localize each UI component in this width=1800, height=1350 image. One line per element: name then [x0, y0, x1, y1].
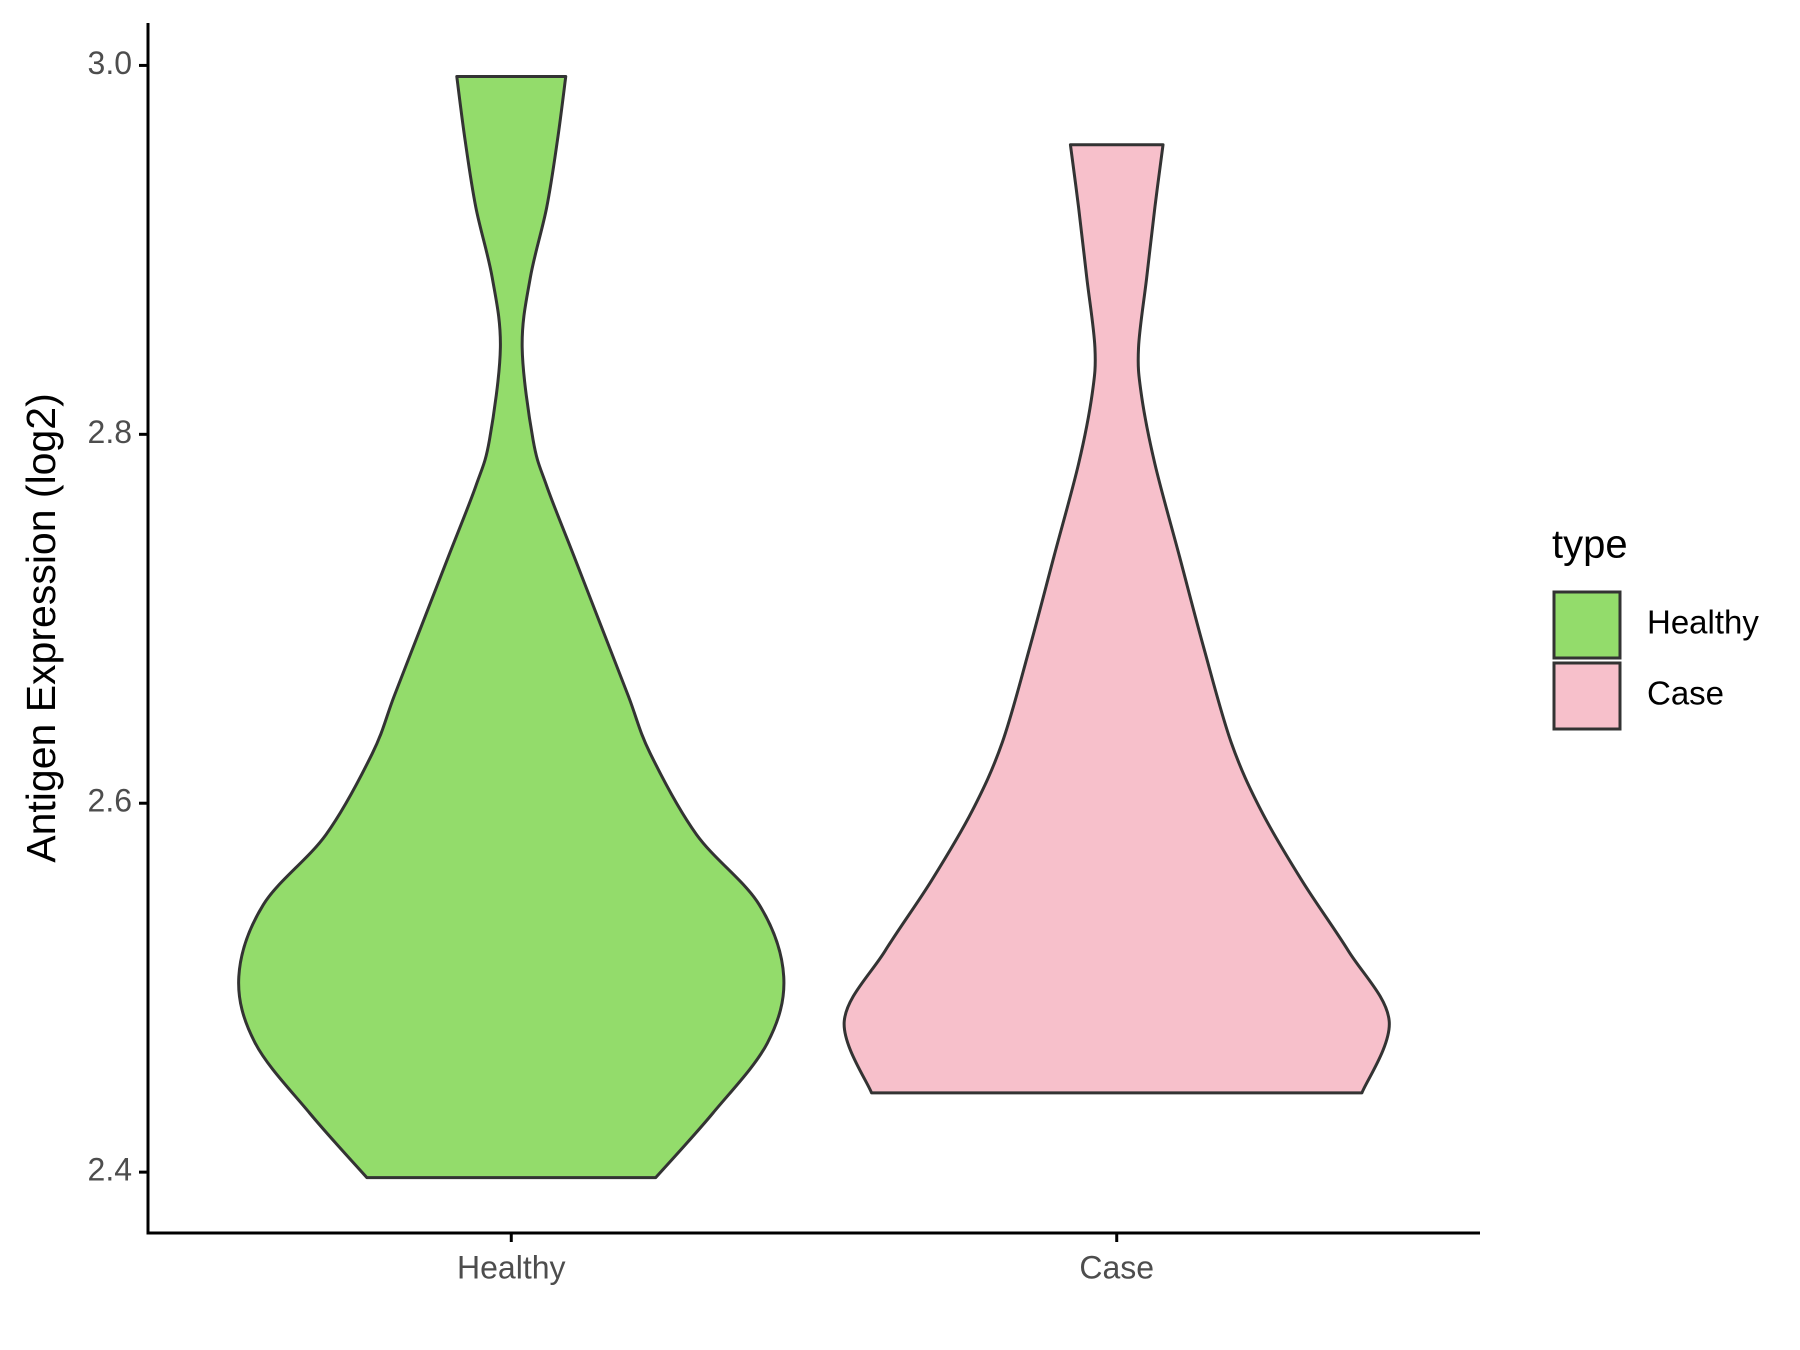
legend-title: type: [1552, 523, 1628, 567]
y-axis-title: Antigen Expression (log2): [18, 393, 64, 862]
violin: [237, 74, 786, 1180]
legend-key: [1552, 661, 1622, 731]
legend-key: [1552, 590, 1622, 660]
x-tick-label: Healthy: [457, 1249, 566, 1285]
y-tick-label: 3.0: [88, 45, 132, 81]
y-tick-label: 2.4: [88, 1152, 132, 1188]
y-tick-label: 2.6: [88, 783, 132, 819]
violin: [842, 143, 1391, 1095]
y-tick-label: 2.8: [88, 414, 132, 450]
legend-label: Case: [1647, 675, 1724, 712]
x-tick-label: Case: [1079, 1249, 1154, 1285]
legend-label: Healthy: [1647, 604, 1759, 641]
